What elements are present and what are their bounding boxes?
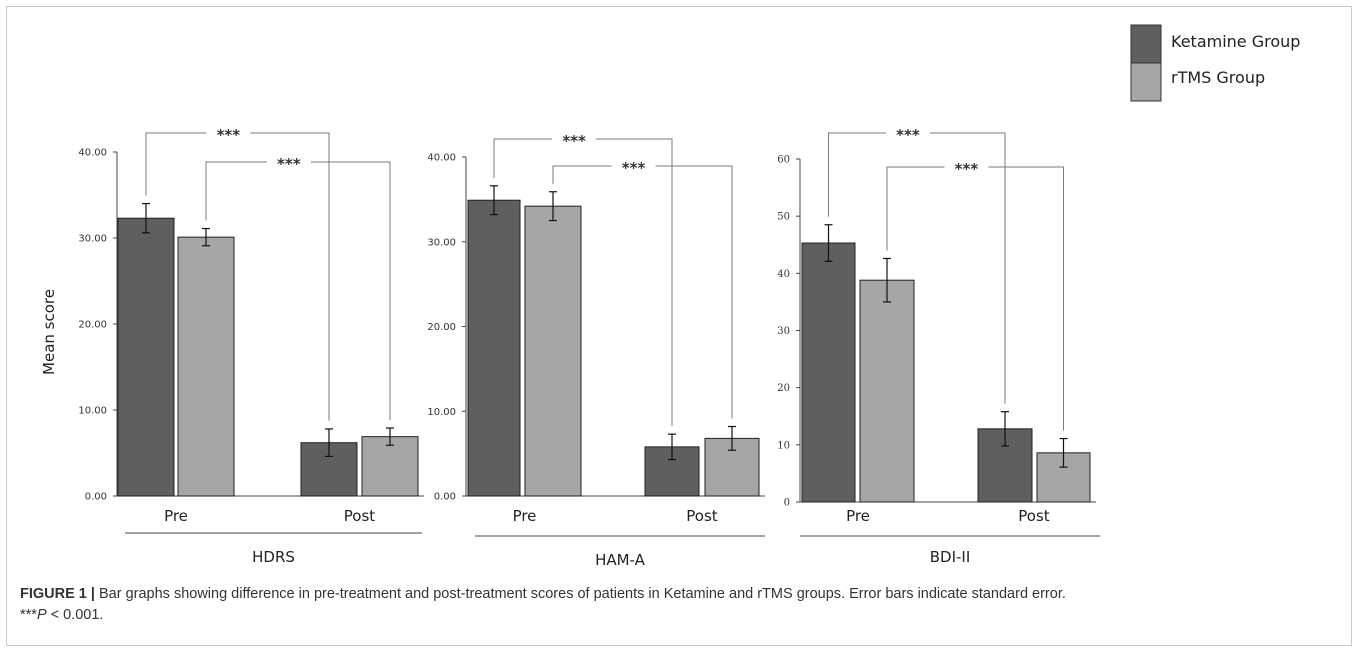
bar-chart-figure: 0.00 10.00 20.00 30.00 40.00 Mean score *** ***… [40, 24, 1300, 569]
panel-2-category-label: Post [686, 507, 718, 525]
panel-3-y-tick-label: 30 [777, 326, 790, 337]
panel-3-y-tick-label: 0 [784, 498, 790, 509]
panel-2-significance-bracket [493, 138, 673, 427]
panel-2-significance-bg [611, 160, 656, 172]
panel-1-x-axis-title: HDRS [252, 548, 295, 566]
caption-text: Bar graphs showing difference in pre-tre… [94, 586, 1066, 602]
panel-3-significance-bg [944, 161, 989, 173]
panel-1-y-tick-label: 10.00 [78, 406, 107, 417]
panel-2-bar-ketamine-pre [467, 199, 521, 497]
panel-3-significance-bg [885, 127, 930, 139]
panel-1-significance-label: *** [277, 155, 301, 173]
significance-note-rest: < 0.001. [46, 607, 104, 623]
panel-1-category-label: Post [344, 507, 376, 525]
panel-3-x-axis-title: BDI-II [930, 548, 971, 566]
panel-1-y-tick-label: 20.00 [78, 320, 107, 331]
panel-2-x-axis-title: HAM-A [595, 551, 646, 569]
significance-note-var: P [36, 607, 47, 623]
legend-label-1: Ketamine Group [1171, 32, 1300, 51]
panel-1-y-tick-label: 30.00 [78, 234, 107, 245]
y-axis-title: Mean score [40, 289, 58, 375]
panel-3-significance-label: *** [896, 126, 920, 144]
panel-1-significance-label: *** [217, 126, 241, 144]
panel-3-category-label: Pre [846, 507, 870, 525]
legend-swatch-2 [1130, 62, 1162, 102]
panel-2-category-label: Pre [513, 507, 537, 525]
panel-3-y-tick-label: 60 [777, 155, 790, 166]
panel-3-y-tick-label: 20 [777, 383, 790, 394]
figure-frame [6, 6, 1352, 646]
panel-3-y-tick-label: 40 [777, 269, 790, 280]
panel-2-significance-bg [552, 133, 597, 145]
panel-1-bar-rtms-pre [177, 236, 235, 497]
panel-3-y-tick-label: 50 [777, 212, 790, 223]
panel-2-bar-rtms-pre [524, 205, 582, 497]
panel-2-significance-label: *** [562, 132, 586, 150]
panel-3-bar-rtms-pre [859, 279, 915, 503]
panel-2-y-tick-label: 20.00 [427, 322, 456, 333]
panel-2-significance-label: *** [622, 159, 646, 177]
panel-2-y-tick-label: 30.00 [427, 237, 456, 248]
panel-1-bar-ketamine-pre [117, 217, 175, 497]
panel-1-significance-bg [206, 127, 251, 139]
panel-3-bar-ketamine-pre [801, 242, 856, 503]
panel-3-y-tick-label: 10 [777, 440, 790, 451]
panel-1-significance-bg [266, 156, 311, 168]
panel-1-y-tick-label: 40.00 [78, 148, 107, 159]
legend-swatch-1 [1130, 24, 1162, 64]
panel-1-y-tick-label: 0.00 [85, 492, 107, 503]
panel-2-y-tick-label: 0.00 [434, 492, 456, 503]
panel-3-significance-label: *** [955, 160, 979, 178]
panel-1-bar-rtms-post [361, 436, 419, 497]
panel-3-category-label: Post [1018, 507, 1050, 525]
panel-1-category-label: Pre [164, 507, 188, 525]
figure-caption: FIGURE 1 | Bar graphs showing difference… [20, 584, 1340, 626]
figure-label: FIGURE 1 | [20, 586, 95, 602]
panel-2-y-tick-label: 10.00 [427, 407, 456, 418]
significance-note-prefix: *** [20, 607, 37, 623]
legend-label-2: rTMS Group [1171, 68, 1265, 87]
panel-2-y-tick-label: 40.00 [427, 153, 456, 164]
